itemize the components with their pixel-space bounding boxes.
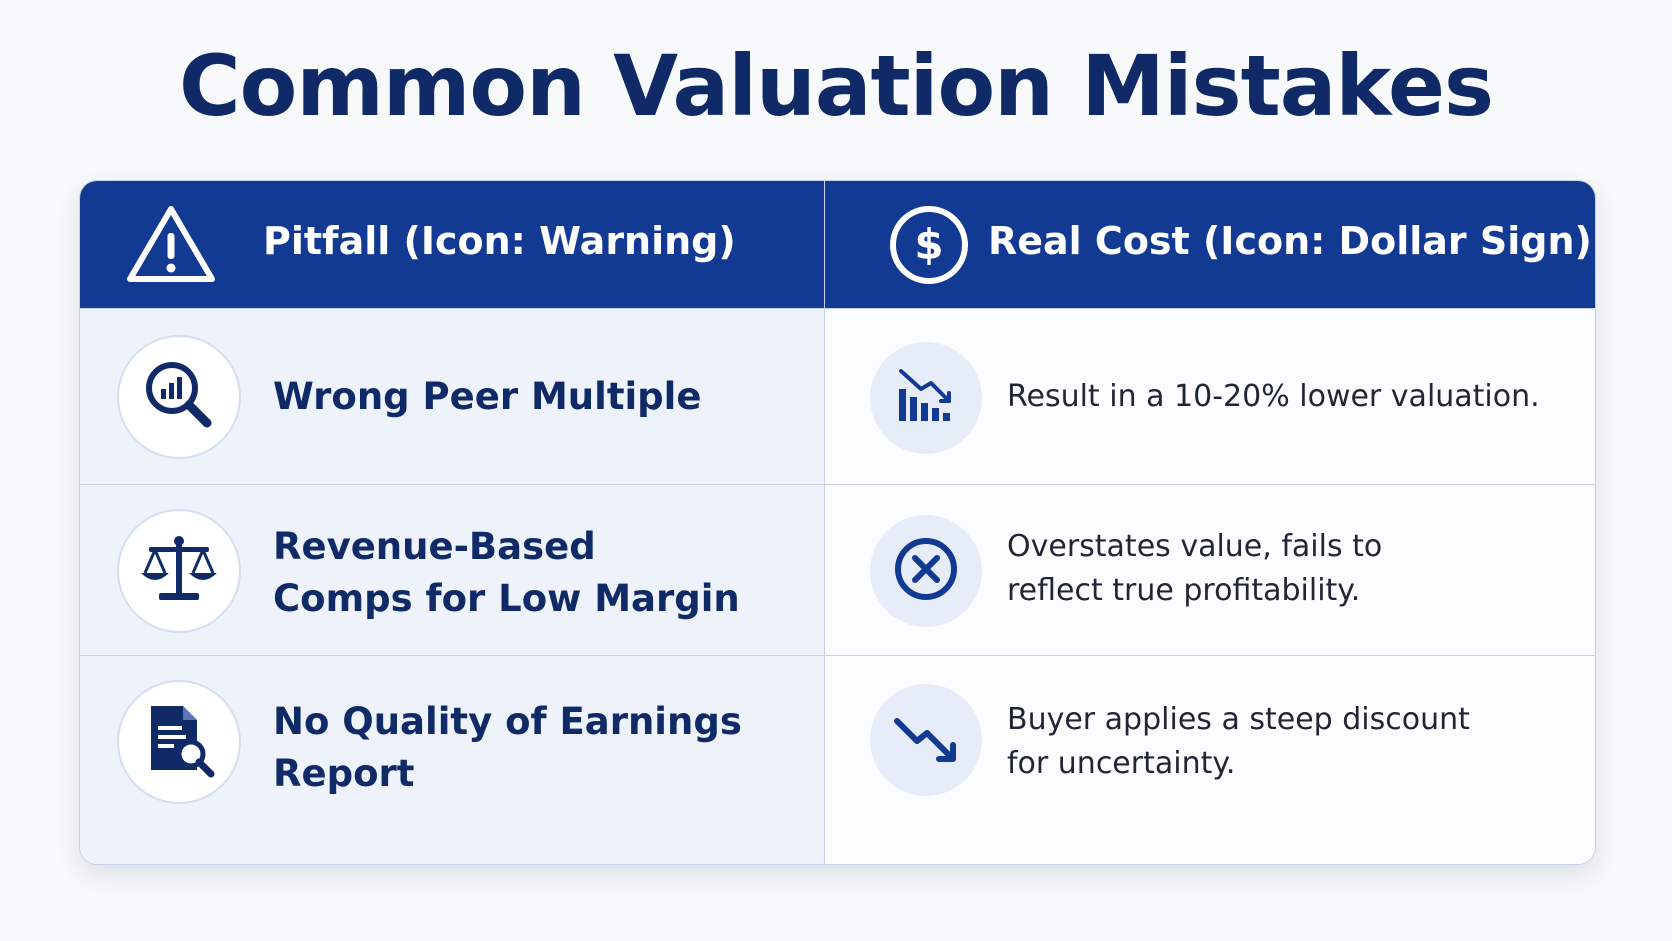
cost-icon-circle	[870, 515, 982, 627]
declining-bar-chart-icon	[891, 361, 961, 436]
cost-cell: Result in a 10-20% lower valuation.	[825, 309, 1595, 485]
cost-icon-circle	[870, 342, 982, 454]
header-cost-label: Real Cost (Icon: Dollar Sign)	[988, 219, 1592, 263]
pitfall-cell: Wrong Peer Multiple	[80, 309, 824, 485]
pitfall-cell: Revenue-Based Comps for Low Margin	[80, 485, 824, 656]
cost-text: Buyer applies a steep discount for uncer…	[1007, 702, 1470, 781]
pitfall-text: Revenue-Based Comps for Low Margin	[273, 525, 740, 620]
x-circle-icon	[891, 534, 961, 609]
pitfall-text: No Quality of Earnings Report	[273, 700, 742, 795]
warning-icon	[124, 197, 218, 291]
magnifier-bar-chart-icon	[139, 355, 219, 440]
header-cell-cost: $ Real Cost (Icon: Dollar Sign)	[825, 181, 1595, 308]
svg-text:$: $	[914, 220, 943, 269]
pitfall-icon-circle	[117, 509, 241, 633]
table-header: Pitfall (Icon: Warning) $ Real Cost (Ico…	[80, 181, 1595, 308]
dollar-sign-icon: $	[887, 203, 971, 287]
cost-cell: Buyer applies a steep discount for uncer…	[825, 656, 1595, 864]
document-search-icon	[139, 700, 219, 785]
table-row: Revenue-Based Comps for Low Margin Overs…	[80, 484, 1595, 656]
pitfall-cell: No Quality of Earnings Report	[80, 656, 824, 864]
pitfall-icon-circle	[117, 680, 241, 804]
cost-icon-circle	[870, 684, 982, 796]
balance-scale-icon	[137, 529, 221, 614]
header-cell-pitfall: Pitfall (Icon: Warning)	[80, 181, 824, 308]
cost-text: Overstates value, fails to reflect true …	[1007, 529, 1383, 608]
pitfall-icon-circle	[117, 335, 241, 459]
trend-down-arrow-icon	[891, 703, 961, 778]
column-divider	[824, 181, 825, 864]
table-row: No Quality of Earnings Report Buyer appl…	[80, 655, 1595, 864]
cost-cell: Overstates value, fails to reflect true …	[825, 485, 1595, 656]
header-pitfall-label: Pitfall (Icon: Warning)	[263, 219, 736, 263]
page-title: Common Valuation Mistakes	[178, 37, 1494, 135]
valuation-mistakes-table: Pitfall (Icon: Warning) $ Real Cost (Ico…	[79, 180, 1596, 865]
pitfall-text: Wrong Peer Multiple	[273, 375, 702, 418]
table-row: Wrong Peer Multiple Result in a 10-20%	[80, 308, 1595, 485]
cost-text: Result in a 10-20% lower valuation.	[1007, 379, 1540, 414]
